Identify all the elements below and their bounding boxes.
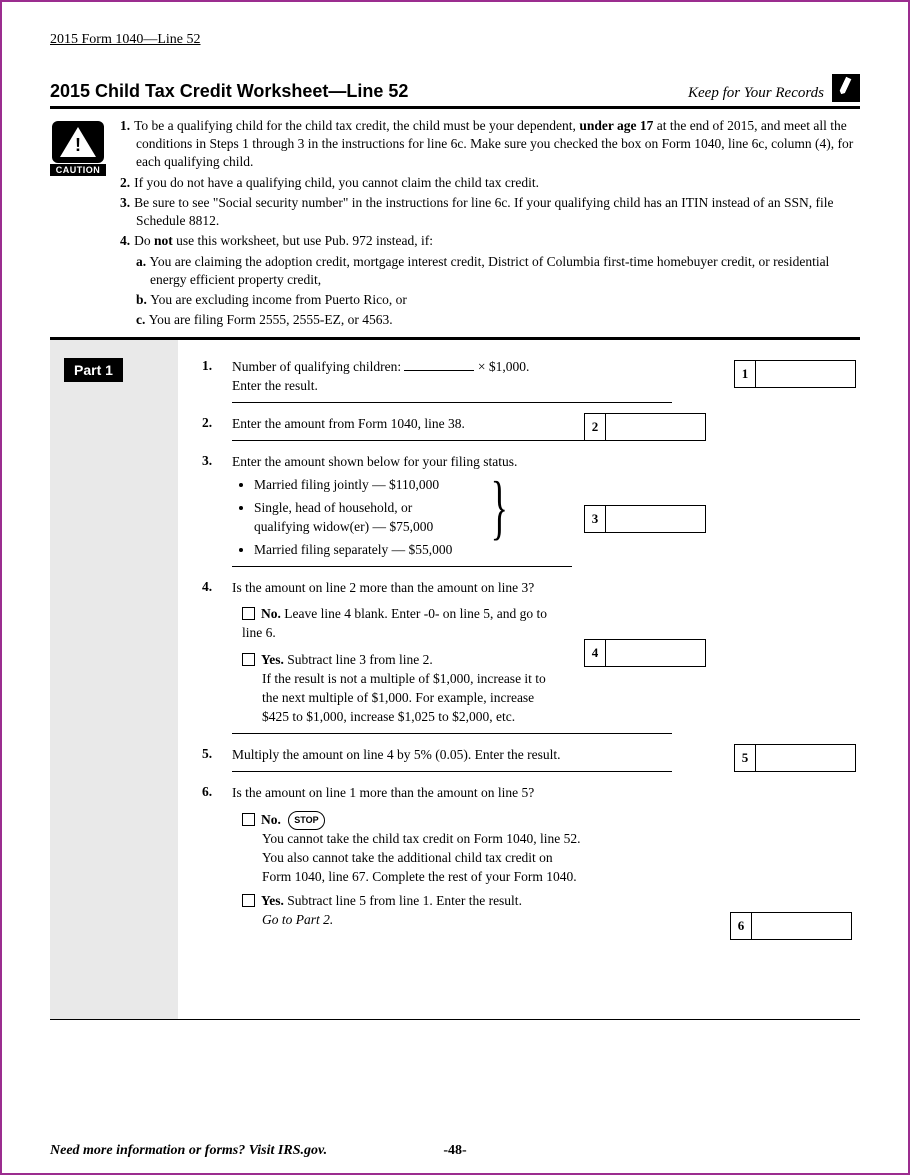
page-footer: Need more information or forms? Visit IR…: [50, 1143, 860, 1159]
page-header-ref: 2015 Form 1040—Line 52: [50, 32, 860, 48]
box-3-label: 3: [584, 505, 606, 533]
worksheet-title: 2015 Child Tax Credit Worksheet—Line 52: [50, 81, 408, 102]
keep-records-label: Keep for Your Records: [688, 85, 824, 102]
box-2-label: 2: [584, 413, 606, 441]
pencil-icon: [832, 74, 860, 102]
line-5-text: Multiply the amount on line 4 by 5% (0.0…: [232, 746, 720, 784]
line-4-text: Is the amount on line 2 more than the am…: [232, 579, 856, 746]
title-bar: 2015 Child Tax Credit Worksheet—Line 52 …: [50, 74, 860, 109]
footer-page: -48-: [443, 1143, 466, 1159]
line-3-num: 3.: [202, 453, 218, 469]
line-6-no-checkbox[interactable]: [242, 813, 255, 826]
caution-item-4c: c. You are filing Form 2555, 2555-EZ, or…: [120, 311, 860, 329]
caution-item-1: 1.To be a qualifying child for the child…: [120, 117, 860, 172]
box-4-label: 4: [584, 639, 606, 667]
caution-item-4a: a. You are claiming the adoption credit,…: [120, 253, 860, 289]
line-2-num: 2.: [202, 415, 218, 431]
stop-icon: STOP: [288, 811, 324, 830]
box-1-label: 1: [734, 360, 756, 388]
box-4-input[interactable]: [606, 639, 706, 667]
caution-item-4: 4.Do not use this worksheet, but use Pub…: [120, 232, 860, 250]
caution-label: CAUTION: [50, 164, 106, 176]
line-1-num: 1.: [202, 358, 218, 374]
caution-icon: !: [52, 121, 104, 163]
line-4-yes-checkbox[interactable]: [242, 653, 255, 666]
line-1-text: Number of qualifying children: × $1,000.…: [232, 358, 720, 415]
box-3-input[interactable]: [606, 505, 706, 533]
box-5-label: 5: [734, 744, 756, 772]
line-6-num: 6.: [202, 784, 218, 800]
box-5-input[interactable]: [756, 744, 856, 772]
footer-info: Need more information or forms? Visit IR…: [50, 1143, 327, 1159]
box-1-input[interactable]: [756, 360, 856, 388]
caution-item-4b: b. You are excluding income from Puerto …: [120, 291, 860, 309]
part-1-badge: Part 1: [64, 358, 123, 382]
filing-status-mfs: Married filing separately — $55,000: [254, 541, 856, 560]
line-2-text: Enter the amount from Form 1040, line 38…: [232, 415, 856, 453]
box-6-label: 6: [730, 912, 752, 940]
box-6-input[interactable]: [752, 912, 852, 940]
line-3-text: Enter the amount shown below for your fi…: [232, 453, 856, 578]
line-4-num: 4.: [202, 579, 218, 595]
line-6-yes-checkbox[interactable]: [242, 894, 255, 907]
caution-item-2: 2.If you do not have a qualifying child,…: [120, 174, 860, 192]
box-2-input[interactable]: [606, 413, 706, 441]
line-4-no-checkbox[interactable]: [242, 607, 255, 620]
caution-item-3: 3.Be sure to see "Social security number…: [120, 194, 860, 230]
brace-icon: }: [491, 471, 508, 543]
filing-status-mfj: Married filing jointly — $110,000: [254, 476, 856, 495]
caution-section: ! CAUTION 1.To be a qualifying child for…: [50, 109, 860, 340]
children-count-input[interactable]: [404, 370, 474, 371]
line-5-num: 5.: [202, 746, 218, 762]
part-1-section: Part 1 1. Number of qualifying children:…: [50, 340, 860, 1020]
line-6-text: Is the amount on line 1 more than the am…: [232, 784, 856, 931]
filing-status-single: Single, head of household, orqualifying …: [254, 499, 856, 537]
